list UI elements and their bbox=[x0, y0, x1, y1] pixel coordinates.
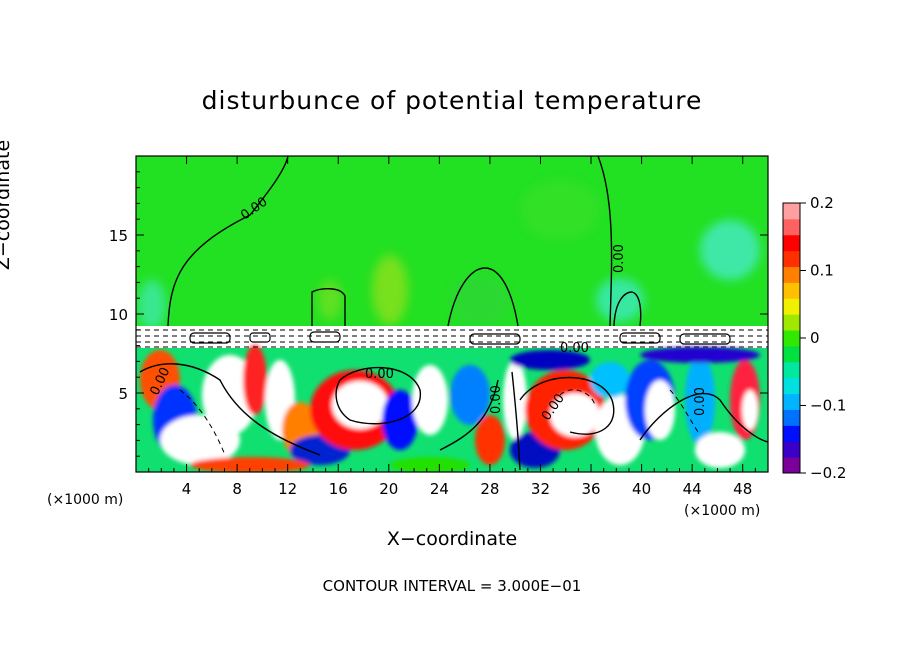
colorbar-tick-label: 0 bbox=[810, 329, 820, 347]
y-axis-label: Z−coordinate bbox=[0, 139, 14, 271]
colorbar bbox=[783, 203, 800, 474]
x-tick-label: 40 bbox=[632, 480, 651, 498]
y-tick-label: 10 bbox=[109, 306, 128, 324]
colorbar-swatch bbox=[783, 234, 800, 252]
colorbar-tick-label: −0.2 bbox=[810, 464, 846, 482]
colorbar-ticks: 0.2 0.1 0 −0.1 −0.2 bbox=[800, 194, 846, 482]
y-tick-label: 5 bbox=[118, 385, 128, 403]
colorbar-swatch bbox=[783, 345, 800, 363]
x-tick-label: 44 bbox=[683, 480, 702, 498]
colorbar-swatch bbox=[783, 409, 800, 426]
colorbar-swatch bbox=[783, 314, 800, 331]
colorbar-swatch bbox=[783, 361, 800, 379]
contour-label: 0.00 bbox=[560, 341, 589, 356]
colorbar-tick-label: 0.2 bbox=[810, 194, 834, 212]
contour-label: 0.00 bbox=[612, 244, 627, 273]
x-tick-label: 20 bbox=[379, 480, 398, 498]
colorbar-swatch bbox=[783, 441, 800, 458]
colorbar-swatch bbox=[783, 218, 800, 236]
colorbar-swatch bbox=[783, 203, 800, 220]
colorbar-swatch bbox=[783, 266, 800, 283]
colorbar-swatch bbox=[783, 298, 800, 315]
x-tick-label: 28 bbox=[480, 480, 499, 498]
contour-label: 0.00 bbox=[693, 387, 708, 416]
x-tick-label: 4 bbox=[182, 480, 192, 498]
contour-label: 0.00 bbox=[365, 367, 394, 382]
x-tick-label: 16 bbox=[329, 480, 348, 498]
x-axis-label: X−coordinate bbox=[386, 528, 518, 550]
colorbar-swatch bbox=[783, 330, 800, 347]
contour-lines bbox=[139, 156, 768, 471]
x-unit-left: (×1000 m) bbox=[47, 492, 124, 508]
x-unit-right: (×1000 m) bbox=[684, 503, 761, 519]
colorbar-swatch bbox=[783, 425, 800, 442]
contour-interval-note: CONTOUR INTERVAL = 3.000E−01 bbox=[322, 577, 582, 595]
colorbar-swatch bbox=[783, 457, 800, 474]
x-tick-label: 12 bbox=[278, 480, 297, 498]
x-tick-label: 24 bbox=[430, 480, 449, 498]
colorbar-swatch bbox=[783, 250, 800, 268]
y-tick-label: 15 bbox=[109, 227, 128, 245]
y-axis-ticks: 5 10 15 bbox=[109, 171, 768, 457]
x-tick-label: 48 bbox=[733, 480, 752, 498]
colorbar-tick-label: −0.1 bbox=[810, 397, 846, 415]
contour-label: 0.00 bbox=[489, 385, 504, 414]
colorbar-swatch bbox=[783, 377, 800, 395]
x-tick-label: 8 bbox=[232, 480, 242, 498]
chart-title: disturbunce of potential temperature bbox=[201, 86, 703, 115]
colorbar-swatch bbox=[783, 282, 800, 299]
x-tick-label: 32 bbox=[531, 480, 550, 498]
x-tick-label: 36 bbox=[581, 480, 600, 498]
colorbar-swatch bbox=[783, 393, 800, 410]
x-axis-ticks: 4 8 12 16 20 24 28 32 36 40 44 48 bbox=[148, 156, 756, 498]
colorbar-tick-label: 0.1 bbox=[810, 262, 834, 280]
field-plot-area: 0.00 0.00 0.00 0.00 0.00 0.00 0.00 0.00 bbox=[136, 156, 768, 472]
